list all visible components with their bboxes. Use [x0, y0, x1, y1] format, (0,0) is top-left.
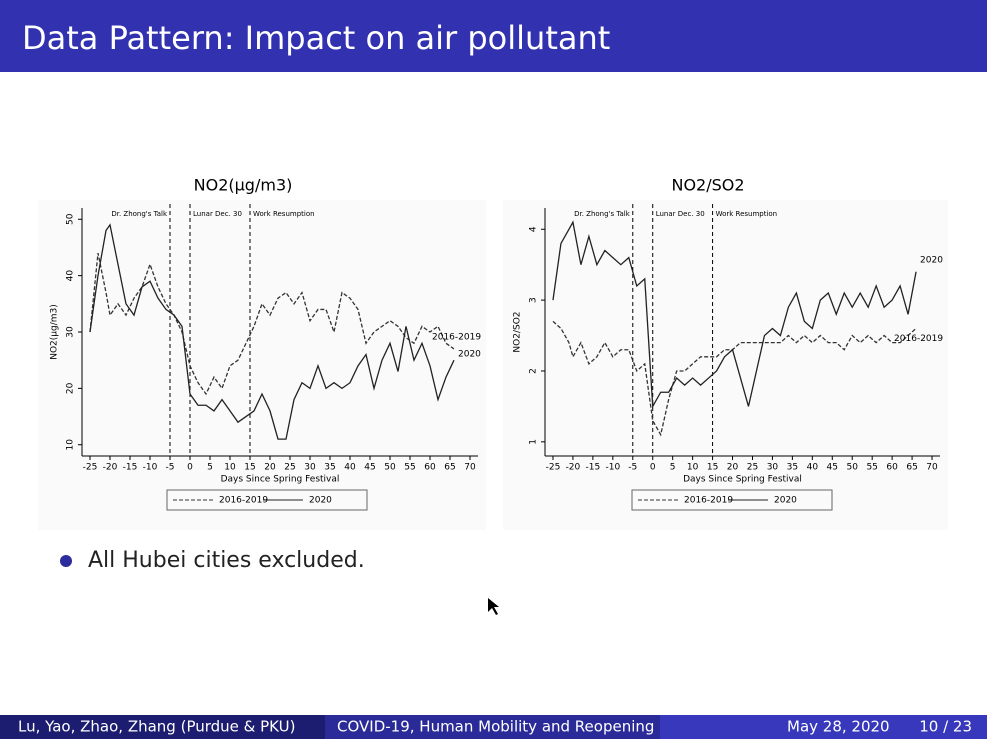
x-tick-label: -15 — [586, 463, 601, 473]
x-axis-label: Days Since Spring Festival — [683, 475, 802, 485]
y-tick-label: 1 — [529, 439, 539, 445]
y-tick-label: 2 — [529, 368, 539, 374]
legend-label: 2020 — [309, 496, 332, 506]
x-tick-label: 15 — [244, 463, 255, 473]
chart-panel — [503, 200, 948, 530]
series-end-label: 2020 — [458, 350, 481, 360]
x-tick-label: -10 — [605, 463, 620, 473]
x-tick-label: 10 — [224, 463, 236, 473]
x-tick-label: 45 — [364, 463, 375, 473]
x-tick-label: 0 — [187, 463, 193, 473]
event-label: Work Resumption — [253, 210, 315, 218]
x-tick-label: 55 — [404, 463, 415, 473]
x-tick-label: -20 — [103, 463, 118, 473]
event-label: Work Resumption — [716, 210, 778, 218]
x-tick-label: 40 — [344, 463, 356, 473]
legend-box — [166, 489, 368, 511]
x-tick-label: -25 — [83, 463, 98, 473]
x-tick-label: 35 — [787, 463, 798, 473]
x-tick-label: 70 — [926, 463, 938, 473]
legend-label: 2020 — [774, 496, 797, 506]
x-tick-label: 25 — [747, 463, 758, 473]
legend-box — [631, 489, 833, 511]
footer-left — [0, 715, 325, 739]
cursor — [488, 598, 499, 615]
x-tick-label: 50 — [846, 463, 858, 473]
x-tick-label: -20 — [566, 463, 581, 473]
event-label: Lunar Dec. 30 — [193, 210, 242, 218]
event-label: Dr. Zhong's Talk — [574, 210, 631, 218]
x-tick-label: 65 — [906, 463, 917, 473]
x-tick-label: -5 — [628, 463, 637, 473]
x-tick-label: 65 — [444, 463, 455, 473]
series-end-label: 2016-2019 — [432, 332, 481, 342]
y-axis-label: NO2/SO2 — [513, 311, 523, 352]
x-tick-label: 5 — [207, 463, 213, 473]
x-tick-label: 10 — [687, 463, 699, 473]
x-tick-label: 15 — [707, 463, 718, 473]
x-tick-label: 0 — [650, 463, 656, 473]
y-tick-label: 10 — [66, 439, 76, 451]
series-line — [89, 252, 455, 396]
y-tick-label: 3 — [529, 297, 539, 303]
slide-title: Data Pattern: Impact on air pollutant — [22, 19, 610, 57]
x-axis-label: Days Since Spring Festival — [221, 475, 340, 485]
x-tick-label: 60 — [424, 463, 436, 473]
chart-panel — [38, 200, 486, 530]
x-tick-label: -5 — [166, 463, 175, 473]
y-axis-label: NO2(μg/m3) — [50, 304, 60, 360]
y-tick-label: 50 — [66, 213, 76, 225]
footer-page: 10 / 23 — [919, 718, 972, 736]
event-label: Lunar Dec. 30 — [656, 210, 705, 218]
series-line — [89, 223, 455, 440]
event-label: Dr. Zhong's Talk — [111, 210, 168, 218]
x-tick-label: 40 — [807, 463, 819, 473]
footer-right — [660, 715, 987, 739]
x-tick-label: 50 — [384, 463, 396, 473]
footer-authors: Lu, Yao, Zhao, Zhang (Purdue & PKU) — [18, 718, 295, 736]
x-tick-label: -25 — [546, 463, 561, 473]
x-tick-label: 20 — [727, 463, 739, 473]
footer-talk: COVID-19, Human Mobility and Reopening — [337, 718, 654, 736]
x-tick-label: 60 — [886, 463, 898, 473]
y-tick-label: 20 — [66, 382, 76, 394]
legend-label: 2016-2019 — [219, 496, 268, 506]
x-tick-label: 55 — [866, 463, 877, 473]
x-tick-label: 25 — [284, 463, 295, 473]
bullet-dot — [60, 555, 72, 567]
x-tick-label: 45 — [827, 463, 838, 473]
y-tick-label: 40 — [66, 270, 76, 282]
x-tick-label: 35 — [324, 463, 335, 473]
y-tick-label: 4 — [529, 226, 539, 232]
x-tick-label: -10 — [143, 463, 158, 473]
chart-title: NO2(μg/m3) — [194, 176, 293, 195]
x-tick-label: 30 — [304, 463, 316, 473]
series-line — [552, 220, 917, 409]
x-tick-label: -15 — [123, 463, 138, 473]
series-end-label: 2016-2019 — [894, 334, 943, 344]
footer-date: May 28, 2020 — [787, 718, 890, 736]
header-bar — [0, 0, 987, 72]
x-tick-label: 70 — [464, 463, 476, 473]
x-tick-label: 30 — [767, 463, 779, 473]
bullet-text: All Hubei cities excluded. — [88, 548, 365, 573]
footer-middle — [325, 715, 660, 739]
series-end-label: 2020 — [920, 255, 943, 265]
y-tick-label: 30 — [66, 326, 76, 338]
x-tick-label: 20 — [264, 463, 276, 473]
legend-label: 2016-2019 — [684, 496, 733, 506]
x-tick-label: 5 — [670, 463, 676, 473]
chart-title: NO2/SO2 — [671, 176, 744, 195]
